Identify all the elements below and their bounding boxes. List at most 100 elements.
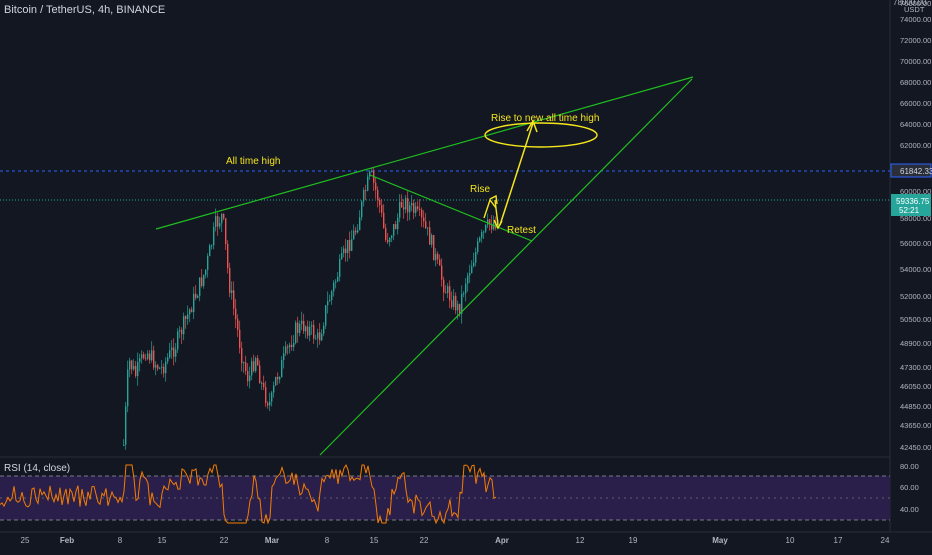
candle-body [185,316,187,319]
candle-body [267,402,269,406]
candle-body [391,235,393,239]
candle-body [331,291,333,301]
time-tick-label: 12 [576,536,585,545]
upper-trendline [155,76,694,230]
candle-body [479,237,481,242]
rsi-tick-label: 80.00 [900,462,919,471]
candle-body [287,346,289,348]
candle-body [411,203,413,206]
lower-trendline [319,78,693,456]
candle-body [461,293,463,314]
candle-body [191,309,193,313]
candle-body [123,444,125,446]
candle-body [453,295,455,307]
candle-body [233,290,235,309]
current-price-label: 59336.75 [896,197,930,206]
ath-price-badge [890,163,932,178]
candle-body [131,360,133,370]
candle-body [243,362,245,364]
candle-body [361,201,363,218]
candle-body [275,376,277,386]
candle-body [443,279,445,293]
rise-arrow-head [489,194,498,205]
candle-body [273,385,275,393]
candle-body [253,361,255,371]
candle-body [277,376,279,380]
candle-body [415,206,417,213]
candle-body [473,262,475,267]
candle-body [271,392,273,402]
descending-trendline [369,174,533,242]
candle-body [147,353,149,359]
candle-body [335,281,337,283]
candle-body [257,358,259,366]
candle-body [341,253,343,260]
candle-body [413,203,415,213]
candle-body [437,253,439,260]
ath-annotation: All time high [226,156,280,167]
candle-body [365,190,367,192]
candle-body [487,219,489,225]
candle-body [405,198,407,210]
candle-body [171,347,173,351]
candle-body [389,238,391,243]
candle-body [187,314,189,319]
candle-body [323,325,325,334]
candle-body [409,205,411,213]
price-tick-label: 66000.00 [900,99,931,108]
rsi-line [0,464,497,525]
candle-body [337,276,339,282]
candle-body [467,275,469,284]
candles [123,167,499,450]
candle-body [317,332,319,339]
candle-body [199,277,201,296]
candle-body [445,292,447,294]
candle-body [285,346,287,354]
price-tick-label: 74000.00 [900,15,931,24]
candle-body [457,303,459,311]
candle-body [489,219,491,225]
time-tick-label: 22 [220,536,229,545]
symbol-title[interactable]: Bitcoin / TetherUS, 4h, BINANCE [4,4,166,16]
candle-body [449,286,451,301]
time-tick-label: 8 [325,536,330,545]
rsi-indicator-title[interactable]: RSI (14, close) [4,463,71,474]
candle-body [299,323,301,334]
rise-annotation: Rise [470,184,490,195]
candle-body [425,221,427,229]
candle-body [339,259,341,277]
candle-body [223,213,225,219]
candle-body [195,293,197,298]
candle-body [135,365,137,377]
candle-body [421,209,423,218]
candle-body [463,293,465,295]
candle-body [255,358,257,371]
candle-body [247,370,249,382]
candle-body [177,331,179,350]
candle-body [291,344,293,347]
candle-body [145,358,147,360]
candle-body [491,224,493,230]
candle-body [347,240,349,254]
candle-body [471,266,473,274]
new-ath-arrow-head [526,119,538,133]
time-tick-label: 24 [881,536,890,545]
candle-body [431,235,433,245]
candle-body [481,232,483,238]
candle-body [439,259,441,266]
candle-body [345,248,347,254]
candle-body [265,387,267,403]
candle-body [315,338,317,340]
candle-body [133,365,135,370]
candle-body [329,300,331,302]
candle-body [321,333,323,341]
candle-body [235,308,237,320]
candle-body [289,344,291,348]
candle-body [303,320,305,332]
candle-body [139,358,141,362]
candle-body [189,309,191,315]
price-tick-label: 68000.00 [900,78,931,87]
candle-body [397,217,399,230]
